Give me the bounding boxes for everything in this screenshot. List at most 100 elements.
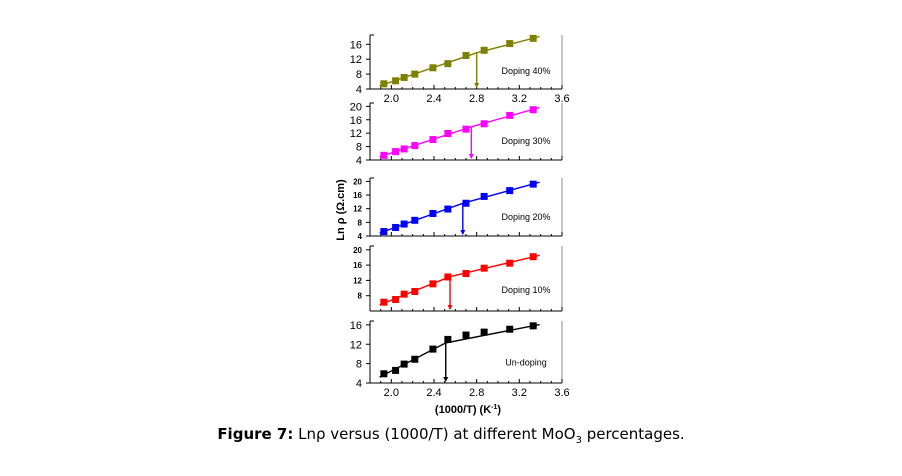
y-tick-label: 4 <box>356 378 362 390</box>
data-point <box>400 73 408 81</box>
y-tick-label: 12 <box>350 128 362 140</box>
data-point <box>480 264 488 272</box>
x-tick-label: 2.4 <box>426 387 441 399</box>
y-tick-label: 8 <box>356 142 362 154</box>
data-point <box>506 325 514 333</box>
caption-subscript: 3 <box>575 435 582 446</box>
data-point <box>506 187 514 195</box>
data-point <box>411 288 419 295</box>
panel-1: 2.0 2.4 2.8 3.2 3.6 4 8 12 16 Doping 40% <box>350 34 570 105</box>
y-tick-label: 8 <box>358 292 363 301</box>
panel-4: 8 12 16 20 Doping 10% <box>353 245 563 312</box>
y-tick-label: 12 <box>350 339 362 351</box>
x-tick-label: 2.0 <box>384 93 399 105</box>
x-tick-label: 3.2 <box>512 387 527 399</box>
x-tick-label: 3.6 <box>554 93 569 105</box>
data-point <box>529 34 537 42</box>
caption-text: Lnρ versus (1000/T) at different MoO <box>293 425 576 443</box>
panel-annotation: Doping 30% <box>501 136 550 146</box>
data-point <box>444 130 452 138</box>
fit-line <box>379 323 540 378</box>
y-tick-label: 4 <box>356 84 362 96</box>
data-point <box>462 199 470 207</box>
data-point <box>444 60 452 68</box>
y-tick-label: 16 <box>350 39 362 51</box>
data-point <box>480 120 488 128</box>
figure-caption: Figure 7: Lnρ versus (1000/T) at differe… <box>0 425 902 446</box>
data-point <box>400 290 408 298</box>
data-point <box>444 335 452 343</box>
x-tick-label: 2.0 <box>384 387 399 399</box>
y-tick-label: 8 <box>356 359 362 371</box>
data-point <box>462 270 470 278</box>
arrow-head <box>468 154 474 159</box>
data-point <box>392 77 400 85</box>
panel-annotation: Un-doping <box>505 358 547 368</box>
data-point <box>400 360 408 368</box>
y-tick-label: 16 <box>350 320 362 332</box>
x-axis-title-end: ) <box>497 404 501 416</box>
arrow-head <box>447 305 453 310</box>
data-point <box>429 64 437 72</box>
y-tick-label: 4 <box>358 232 363 241</box>
arrow-head <box>474 83 480 88</box>
y-tick-label: 12 <box>353 276 362 285</box>
data-point <box>444 205 452 213</box>
data-point <box>529 253 537 261</box>
data-point <box>462 331 470 339</box>
panel-annotation: Doping 40% <box>501 66 550 76</box>
data-point <box>462 51 470 59</box>
panel-annotation: Doping 20% <box>501 212 550 222</box>
data-point <box>380 298 388 306</box>
arrow-head <box>460 230 466 235</box>
data-point <box>506 111 514 119</box>
y-tick-label: 20 <box>353 177 362 186</box>
data-point <box>392 223 400 231</box>
data-point <box>411 355 419 363</box>
data-point <box>411 70 419 78</box>
y-tick-label: 8 <box>358 218 363 227</box>
x-axis-title-main: (1000/T) (K <box>435 404 491 416</box>
data-point <box>529 322 537 330</box>
data-point <box>380 80 388 88</box>
x-tick-label: 2.8 <box>469 93 484 105</box>
data-point <box>400 220 408 228</box>
arrow-head <box>443 377 449 382</box>
data-point <box>380 228 388 236</box>
panel-5: 2.0 2.4 2.8 3.2 3.6 4 8 12 16 Un-doping <box>350 320 570 399</box>
data-point <box>506 40 514 48</box>
y-tick-label: 16 <box>353 261 362 270</box>
y-tick-label: 12 <box>350 54 362 66</box>
x-axis-title-sup: -1 <box>491 404 497 411</box>
panel-annotation: Doping 10% <box>501 285 550 295</box>
panel-3: 4 8 12 16 20 Doping 20% <box>353 177 563 241</box>
data-point <box>392 296 400 304</box>
x-tick-label: 2.8 <box>469 387 484 399</box>
data-point <box>411 216 419 224</box>
y-tick-label: 16 <box>353 191 362 200</box>
caption-label: Figure 7: <box>217 425 294 443</box>
y-tick-label: 4 <box>356 155 362 167</box>
x-tick-label: 2.4 <box>426 93 441 105</box>
y-tick-label: 20 <box>353 246 362 255</box>
data-point <box>529 180 537 188</box>
y-tick-label: 12 <box>353 205 362 214</box>
data-point <box>411 142 419 150</box>
x-tick-label: 3.6 <box>554 387 569 399</box>
data-point <box>392 148 400 156</box>
data-point <box>429 345 437 353</box>
data-point <box>392 366 400 374</box>
y-tick-label: 16 <box>350 115 362 127</box>
data-point <box>429 136 437 144</box>
data-point <box>480 328 488 336</box>
x-axis-title: (1000/T) (K-1) <box>435 404 501 416</box>
data-point <box>480 46 488 54</box>
y-axis-title: Ln ρ (Ω.cm) <box>335 179 347 241</box>
data-point <box>506 259 514 267</box>
data-point <box>429 209 437 217</box>
caption-text-end: percentages. <box>581 425 685 443</box>
data-point <box>462 125 470 133</box>
data-point <box>429 280 437 288</box>
